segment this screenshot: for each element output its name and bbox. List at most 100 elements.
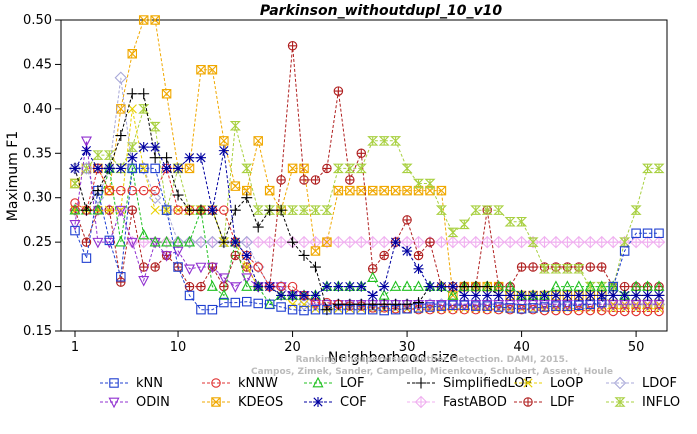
data-point [482,301,492,311]
data-point [264,299,275,310]
data-point [173,205,183,215]
data-point [585,262,596,272]
data-point [195,152,207,163]
legend-marker [415,377,427,389]
data-point [378,136,390,146]
data-point [149,152,161,164]
data-point [218,236,230,248]
legend-marker [523,397,533,407]
legend-entry-LoOP: LoOP [514,376,583,391]
data-point [332,163,344,174]
data-point [344,163,356,174]
legend-label: KDEOS [238,395,283,410]
data-point [149,237,161,249]
data-point [126,237,138,249]
data-point [92,203,104,215]
data-point [595,235,608,249]
data-point [138,142,149,153]
data-point [241,192,253,204]
data-point [321,205,333,215]
data-point [138,104,150,114]
data-point [230,181,241,191]
data-point [539,290,550,301]
data-point [332,235,345,249]
legend-entry-SimplifiedLOF: SimplifiedLOF [407,376,532,391]
plot-area-frame [60,19,668,332]
y-axis-label: Maximum F1 [5,131,21,221]
data-point [573,280,585,291]
data-point [206,280,218,291]
legend-entry-KDEOS: KDEOS [202,395,283,410]
data-point [631,290,642,301]
data-point [138,163,149,174]
data-point [538,235,551,249]
data-point [287,304,298,315]
data-point [481,300,493,311]
legend: kNN kNNW LOF SimplifiedLOF LoOP LDOF ODIN KDEOS… [100,376,680,410]
x-tick-label: 10 [170,340,187,355]
data-point [562,290,573,301]
data-point [653,290,665,301]
data-point [653,163,665,174]
data-point [80,204,92,216]
data-point [505,290,516,301]
data-point [219,136,229,146]
data-point [493,302,504,312]
data-point [550,264,562,274]
legend-label: INFLO [642,395,680,410]
data-point [481,205,493,215]
series-line [74,45,659,288]
legend-entry-COF: COF [304,395,367,410]
data-point [528,262,538,272]
data-point [413,280,425,291]
data-point [92,237,104,249]
data-point [561,264,573,274]
data-point [413,297,424,309]
data-point [229,120,241,131]
legend-marker [614,397,626,407]
x-axis-label: Neighborhood size [328,350,458,366]
data-point [435,205,447,215]
watermark-line-1: Ranking Unsupervised Outlier Detection. … [296,355,569,365]
data-point [81,145,92,156]
data-point [527,290,539,301]
data-point [574,300,584,310]
data-point [150,205,160,215]
data-point [263,235,276,249]
data-point [608,306,618,317]
x-tick-label: 50 [628,340,645,355]
data-point [619,290,630,301]
data-point [608,290,619,301]
data-point [297,235,311,249]
data-point [196,65,206,75]
data-point [251,235,265,249]
data-point [161,89,172,99]
data-point [252,205,264,215]
data-point [115,235,127,247]
legend-label: SimplifiedLOF [443,376,532,391]
data-point [447,289,459,300]
data-point [219,205,229,215]
data-point [516,216,528,227]
data-point [92,185,104,197]
data-point [69,220,81,231]
data-point [310,261,321,273]
y-tick-label: 0.45 [23,57,52,72]
data-point [242,185,252,196]
data-point [390,280,402,291]
legend-marker [613,376,627,390]
data-point [299,163,309,174]
data-point [574,305,584,316]
series-LDOF [68,71,666,311]
data-point [241,250,252,261]
data-point [184,204,195,216]
data-point [240,235,254,249]
data-point [412,235,425,249]
data-point [116,185,126,196]
data-point [196,304,206,315]
data-point [253,298,263,309]
data-point [344,298,356,310]
data-point [116,272,126,282]
data-point [629,235,643,249]
